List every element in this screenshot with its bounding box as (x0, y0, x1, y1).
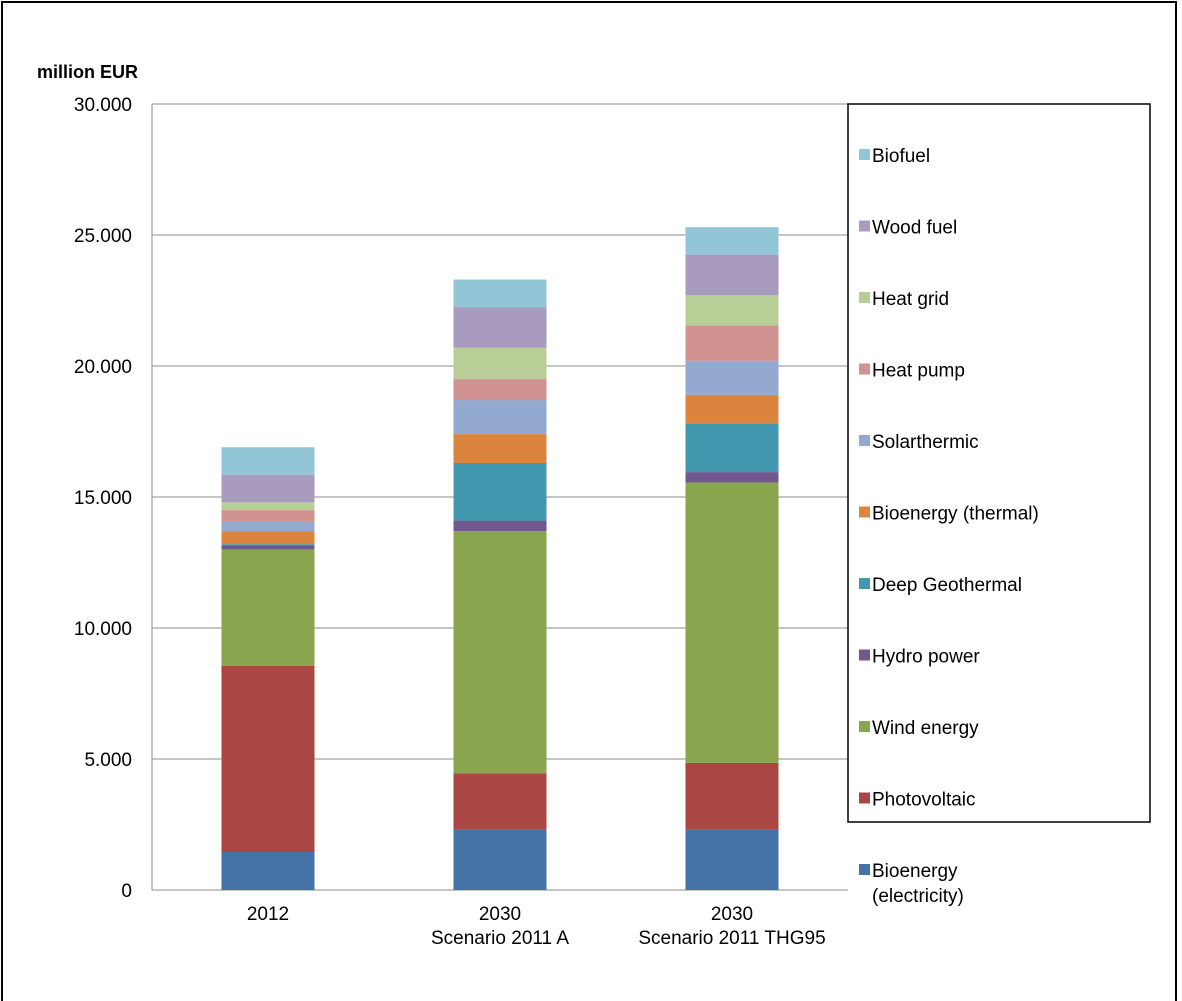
legend-swatch (859, 149, 870, 160)
y-tick-label: 20.000 (74, 357, 132, 378)
legend-swatch (859, 220, 870, 232)
bar-segment (453, 279, 547, 308)
bar-segment (221, 510, 315, 522)
legend-swatch (859, 506, 870, 518)
bar-segment (453, 307, 547, 348)
x-tick-label: 2012 (247, 904, 289, 925)
bar-segment (221, 531, 315, 545)
bar-segment (685, 762, 779, 830)
bar-segment (221, 545, 315, 550)
x-tick-label-sub: Scenario 2011 A (431, 928, 569, 949)
bar-segment (453, 379, 547, 401)
bar-segment (685, 482, 779, 763)
legend-box (847, 103, 1151, 823)
x-tick-label: 2030 (711, 904, 753, 925)
bar-segment (453, 531, 547, 774)
y-tick-label: 10.000 (74, 619, 132, 640)
legend-label: Biofuel (872, 146, 930, 167)
legend-swatch (859, 721, 870, 732)
bar-segment (221, 665, 315, 853)
y-axis-label: million EUR (37, 62, 138, 82)
bar-segment (221, 447, 315, 475)
bar-segment (685, 295, 779, 326)
y-tick-labels: 0 5.000 10.000 15.000 20.000 25.000 30.000 (74, 95, 132, 902)
legend-swatch (859, 363, 870, 375)
legend-label: Heat pump (872, 361, 965, 382)
bars (221, 227, 779, 890)
y-tick-label: 30.000 (74, 95, 132, 116)
bar-segment (685, 394, 779, 424)
legend-label: (electricity) (872, 886, 964, 907)
bar-segment (221, 852, 315, 890)
bar-segment (453, 520, 547, 532)
legend-label: Bioenergy (872, 861, 958, 882)
legend: Biofuel Wood fuel Heat grid Heat pump Solart… (859, 146, 1039, 907)
bar-segment (685, 254, 779, 296)
bar-segment (685, 829, 779, 890)
legend-label: Photovoltaic (872, 790, 976, 811)
legend-swatch (859, 792, 870, 804)
y-tick-label: 0 (121, 881, 132, 902)
legend-label: Solarthermic (872, 432, 979, 453)
bar-segment (221, 502, 315, 511)
bar-segment (453, 829, 547, 890)
bar-segment (453, 462, 547, 521)
bar-segment (453, 347, 547, 380)
legend-label: Hydro power (872, 647, 980, 668)
legend-label: Heat grid (872, 289, 949, 310)
x-tick-labels: 2012 2030 Scenario 2011 A 2030 Scenario 2011… (247, 904, 826, 949)
legend-label: Wind energy (872, 718, 979, 739)
bar-segment (453, 400, 547, 435)
legend-swatch (859, 864, 870, 875)
legend-label: Deep Geothermal (872, 575, 1022, 596)
legend-swatch (859, 435, 870, 446)
bar-segment (221, 544, 315, 546)
bar-segment (453, 773, 547, 830)
bar-segment (685, 227, 779, 255)
bar-segment (685, 423, 779, 473)
legend-label: Wood fuel (872, 218, 957, 239)
legend-swatch (859, 292, 870, 303)
bar-segment (221, 549, 315, 666)
bar-segment (453, 434, 547, 463)
bar-segment (685, 360, 779, 395)
y-tick-label: 25.000 (74, 226, 132, 247)
legend-swatch (859, 578, 870, 589)
legend-swatch (859, 649, 870, 661)
y-tick-label: 5.000 (84, 750, 132, 771)
bar-segment (221, 521, 315, 532)
bar-segment (221, 474, 315, 503)
bar-segment (685, 472, 779, 483)
x-tick-label: 2030 (479, 904, 521, 925)
legend-label: Bioenergy (thermal) (872, 504, 1039, 525)
x-tick-label-sub: Scenario 2011 THG95 (638, 928, 825, 949)
y-tick-label: 15.000 (74, 488, 132, 509)
bar-segment (685, 325, 779, 361)
